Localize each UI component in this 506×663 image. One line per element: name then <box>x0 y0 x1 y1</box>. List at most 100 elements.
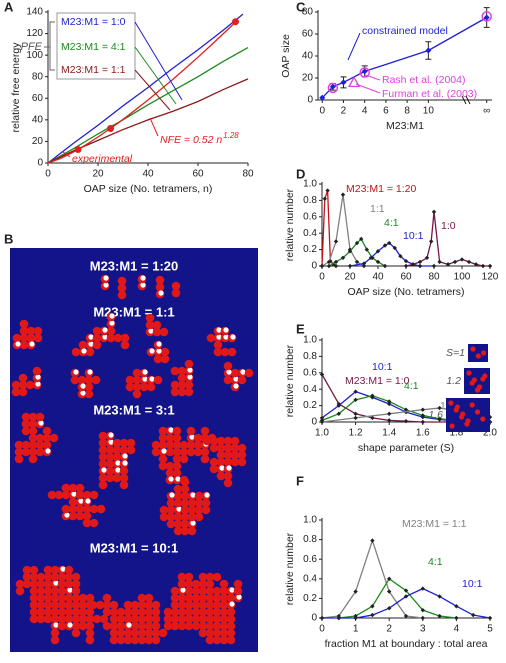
particle-edge <box>236 594 242 600</box>
particle <box>172 426 182 436</box>
particle <box>71 628 81 638</box>
particle <box>201 505 211 515</box>
particle <box>14 454 24 464</box>
particle <box>163 621 173 631</box>
particle <box>68 483 78 493</box>
point <box>353 589 358 594</box>
particle <box>85 347 95 357</box>
particle-edge <box>230 334 236 340</box>
particle <box>177 593 187 603</box>
particle <box>15 579 25 589</box>
particle <box>179 440 189 450</box>
particle-edge <box>168 476 174 482</box>
particle <box>120 333 130 343</box>
particle <box>165 433 175 443</box>
point <box>336 411 341 416</box>
particle <box>98 459 108 469</box>
point <box>387 576 392 581</box>
particle <box>186 426 196 436</box>
particle <box>84 382 94 392</box>
particle <box>165 468 175 478</box>
particle <box>179 454 189 464</box>
particle-edge <box>223 327 229 333</box>
x-tick-label: ∞ <box>483 106 490 117</box>
particle <box>42 433 52 443</box>
particle <box>151 600 161 610</box>
particle <box>205 572 215 582</box>
x-tick-label: 80 <box>428 272 440 283</box>
point <box>370 538 375 543</box>
series-label: M23:M1 = 1:0 <box>61 16 126 28</box>
inset-label: S=1 <box>446 347 465 359</box>
particle <box>78 614 88 624</box>
particle <box>172 447 182 457</box>
series-label: 4:1 <box>428 556 443 568</box>
point <box>329 83 336 90</box>
particle <box>187 512 197 522</box>
leader-line <box>364 74 381 81</box>
particle <box>14 447 24 457</box>
y-tick-label: 0.8 <box>303 195 317 206</box>
point <box>487 615 493 621</box>
particle-edge <box>126 622 132 628</box>
series-label: 10:1 <box>462 578 483 590</box>
x-tick-label: 8 <box>404 106 410 117</box>
particle-edge <box>53 580 59 586</box>
particle <box>19 319 29 329</box>
particle <box>28 447 38 457</box>
particle <box>123 600 133 610</box>
particle <box>64 607 74 617</box>
particle <box>180 477 190 487</box>
particle <box>25 380 35 390</box>
particle <box>151 614 161 624</box>
particle <box>152 327 162 337</box>
particle <box>137 607 147 617</box>
particle <box>130 600 140 610</box>
particle <box>194 512 204 522</box>
particle <box>43 614 53 624</box>
particle <box>109 600 119 610</box>
particle <box>105 466 115 476</box>
panel-letter: E <box>296 321 305 336</box>
particle <box>29 600 39 610</box>
point <box>354 240 360 246</box>
point <box>387 399 392 404</box>
particle <box>159 327 169 337</box>
x-tick-label: 100 <box>454 272 471 283</box>
particle-edge <box>67 587 73 593</box>
particle <box>21 447 31 457</box>
bracket <box>44 21 55 71</box>
particle <box>77 375 87 385</box>
particle <box>155 275 165 285</box>
point <box>403 258 409 264</box>
particle <box>177 579 187 589</box>
particle <box>151 440 161 450</box>
particle <box>180 505 190 515</box>
particle <box>123 614 133 624</box>
y-tick-label: 0 <box>307 95 313 106</box>
leader-line <box>134 46 177 105</box>
particle-edge <box>71 491 77 497</box>
particle <box>163 614 173 624</box>
particle <box>29 572 39 582</box>
particle-edge <box>122 460 128 466</box>
particle <box>92 614 102 624</box>
particle <box>75 511 85 521</box>
particle <box>201 498 211 508</box>
particle <box>35 447 45 457</box>
point <box>420 407 425 412</box>
particle <box>57 586 67 596</box>
particle <box>61 483 71 493</box>
particle <box>125 375 135 385</box>
particle <box>151 607 161 617</box>
point <box>387 418 392 423</box>
particle <box>109 607 119 617</box>
particle <box>84 389 94 399</box>
particle <box>12 333 22 343</box>
point <box>487 263 493 269</box>
point <box>370 415 375 421</box>
particle <box>64 579 74 589</box>
point <box>403 594 409 599</box>
particle-edge <box>29 341 35 347</box>
x-axis-label: OAP size (No. tetramers, n) <box>84 183 213 195</box>
